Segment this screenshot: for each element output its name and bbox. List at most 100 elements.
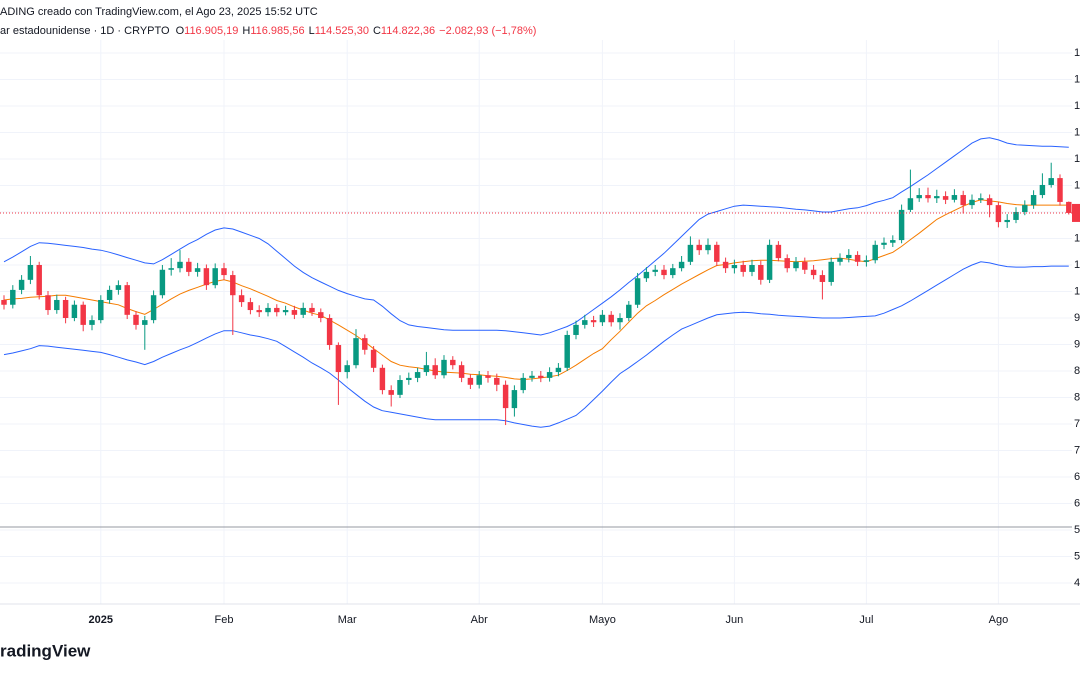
candle-body [819, 275, 826, 282]
y-tick-label: 50.000,00 [1074, 550, 1080, 562]
candle-body [582, 320, 588, 325]
candle-body [634, 278, 641, 305]
y-tick-label: 100.000,00 [1074, 285, 1080, 297]
candle-body [934, 196, 940, 199]
candle-body [775, 244, 782, 259]
candle-body [212, 268, 218, 286]
candle-body [564, 334, 570, 368]
chart-title: ADING creado con TradingView.com, el Ago… [0, 6, 318, 18]
legend-value: 116.985,56 [250, 25, 304, 37]
x-tick-label: Mayo [589, 614, 616, 626]
candle-body [890, 240, 896, 243]
candle-body [749, 265, 755, 272]
candle-body [670, 268, 676, 276]
candle-body [986, 198, 993, 206]
candle-body [274, 307, 280, 313]
candle-body [731, 265, 738, 269]
x-tick-label: 2025 [89, 614, 113, 626]
symbol-legend: ar estadounidense · 1D · CRYPTO O116.905,… [0, 25, 536, 37]
candle-body [326, 318, 333, 346]
candle-body [238, 295, 245, 303]
y-tick-label: 130.000,00 [1074, 126, 1080, 138]
candle-body [705, 244, 711, 251]
y-tick-label: 45.000,00 [1074, 577, 1080, 589]
y-tick-label: 85.000,00 [1074, 365, 1080, 377]
candle-body [221, 268, 227, 276]
candle-body [511, 390, 518, 409]
legend-value: 114.525,30 [315, 25, 369, 37]
candle-body [98, 299, 104, 321]
candle-body [54, 299, 60, 311]
candle-body [626, 304, 632, 318]
candle-body [10, 289, 16, 305]
candle-body [71, 304, 78, 318]
y-tick-label: 70.000,00 [1074, 444, 1080, 456]
candle-body [687, 244, 694, 262]
candle-body [1057, 178, 1063, 202]
candle-body [177, 261, 183, 269]
candle-body [898, 209, 905, 241]
candle-body [335, 345, 342, 373]
band-line [3, 199, 1069, 381]
candle-body [230, 275, 236, 296]
candle-body [502, 384, 509, 409]
band-line [3, 137, 1069, 336]
candle-body [27, 265, 34, 280]
candle-body [36, 265, 42, 296]
candle-body [186, 261, 192, 272]
candle-body [318, 312, 324, 318]
candle-body [1, 299, 7, 305]
candle-body [282, 310, 289, 313]
y-tick-label: 60.000,00 [1074, 497, 1080, 509]
last-price-marker [1072, 203, 1080, 222]
x-tick-label: Feb [215, 614, 234, 626]
grid [0, 40, 1072, 604]
candle-body [124, 285, 130, 315]
candle-body [538, 375, 544, 378]
candle-body [837, 258, 843, 262]
y-tick-label: 120.000,00 [1074, 179, 1080, 191]
candle-body [115, 285, 122, 290]
candle-body [802, 261, 808, 270]
candle-body [309, 307, 315, 313]
candle-body [793, 261, 799, 269]
candle-body [159, 269, 166, 296]
candle-body [969, 199, 975, 206]
candle-body [661, 269, 667, 276]
candle-body [678, 261, 685, 269]
candle-body [441, 359, 447, 376]
y-tick-label: 90.000,00 [1074, 338, 1080, 350]
candle-body [256, 310, 262, 313]
candle-body [80, 304, 86, 325]
y-tick-label: 80.000,00 [1074, 391, 1080, 403]
x-tick-label: Jul [859, 614, 873, 626]
candle-body [555, 367, 562, 373]
candle-body [89, 320, 95, 325]
candle-body [599, 314, 606, 323]
y-tick-label: 145.000,00 [1074, 47, 1080, 59]
y-tick-label: 75.000,00 [1074, 418, 1080, 430]
y-tick-label: 140.000,00 [1074, 73, 1080, 85]
candle-body [370, 349, 377, 368]
x-tick-label: Ago [989, 614, 1009, 626]
candle-body [494, 377, 500, 385]
y-tick-label: 135.000,00 [1074, 100, 1080, 112]
candle-body [458, 365, 465, 378]
candle-body [362, 338, 368, 350]
candle-body [881, 242, 887, 245]
candle-body [142, 320, 148, 325]
candle-body [1013, 212, 1019, 220]
candle-body [388, 390, 394, 395]
candle-body [106, 289, 113, 300]
legend-value: 114.822,36 [381, 25, 435, 37]
candle-body [978, 198, 984, 200]
candle-body [1039, 184, 1046, 196]
legend-key: O [176, 25, 185, 37]
candle-body [1030, 195, 1037, 206]
y-tick-label: 105.000,00 [1074, 259, 1080, 271]
candle-body [846, 254, 852, 259]
legend-key: L [309, 25, 315, 37]
symbol: ar estadounidense · 1D · CRYPTO [0, 25, 170, 37]
